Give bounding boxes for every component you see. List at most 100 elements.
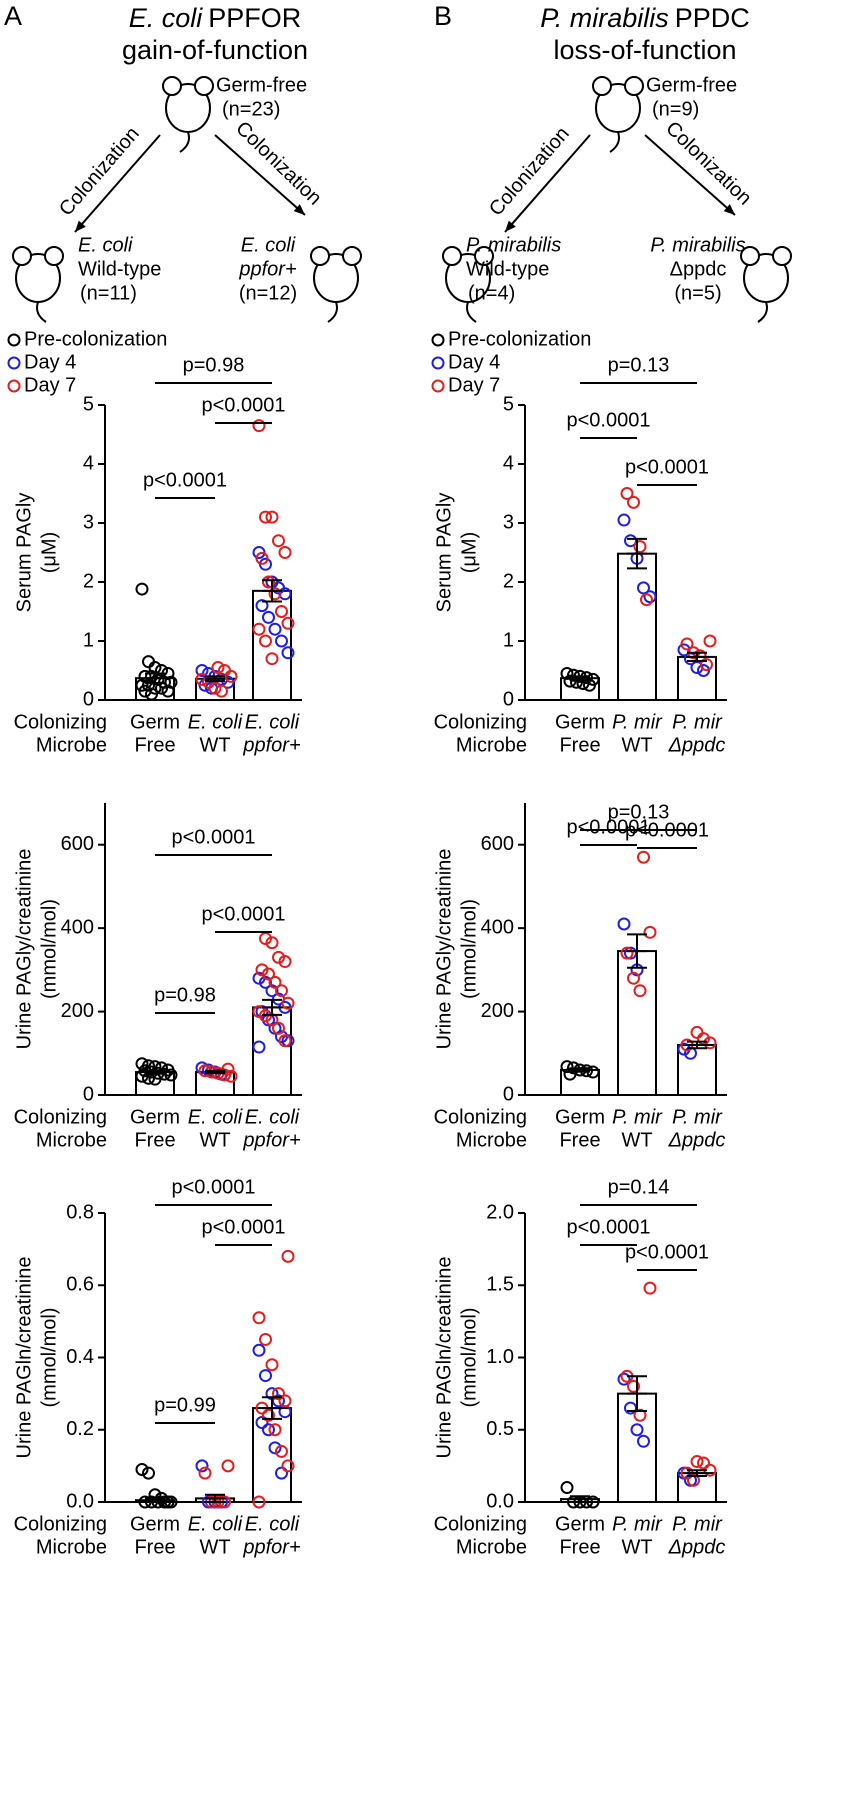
y-tick-label: 0.5 <box>486 1418 514 1440</box>
y-axis-label: (mmol/mol) <box>38 1308 60 1408</box>
arrow-head <box>505 220 516 232</box>
data-point <box>252 1005 266 1019</box>
p-value: p<0.0001 <box>567 409 651 431</box>
data-point <box>627 1379 640 1393</box>
data-point <box>268 1021 282 1035</box>
data-point <box>617 1372 631 1386</box>
data-point <box>224 1069 238 1083</box>
p-value: p<0.0001 <box>172 1176 256 1198</box>
bar <box>560 1068 600 1097</box>
legend-label: Day 4 <box>24 351 76 373</box>
data-point <box>268 1423 282 1437</box>
data-point <box>281 1459 295 1473</box>
text-part: P. mirabilis <box>540 3 669 33</box>
legend-marker <box>431 333 445 347</box>
mouse-icon <box>442 246 494 323</box>
data-point <box>278 955 292 969</box>
mouse-ear <box>44 246 64 266</box>
data-point <box>637 850 650 864</box>
p-value: p<0.0001 <box>202 903 286 925</box>
legend-marker <box>431 356 445 370</box>
legend-marker <box>431 379 445 393</box>
right-node: P. mirabilis <box>650 234 745 256</box>
data-point <box>195 1459 209 1473</box>
x-tick-label: Germ <box>555 1513 605 1535</box>
x-tick-label: WT <box>199 1129 230 1151</box>
root-label: Germ-free <box>216 74 307 96</box>
x-tick-label: P. mir <box>612 1106 663 1128</box>
x-tick-label: WT <box>199 734 230 756</box>
x-tick-label: Germ <box>130 711 180 733</box>
error-bar <box>205 1069 225 1075</box>
data-point <box>700 658 713 672</box>
x-tick-label: ppfor+ <box>242 734 300 756</box>
data-point <box>643 925 657 939</box>
y-axis-label: Serum PAGly <box>13 493 35 613</box>
data-point <box>255 1416 269 1430</box>
right-node: E. coli <box>241 234 296 256</box>
p-value: p<0.0001 <box>143 469 227 491</box>
data-point <box>617 513 631 527</box>
x-axis-label: Microbe <box>36 734 107 756</box>
data-point <box>268 622 282 636</box>
x-tick-label: Δppdc <box>668 1536 726 1558</box>
mouse-ear <box>592 76 612 96</box>
arrow-head <box>293 204 305 215</box>
text-part: E. coli <box>129 3 204 33</box>
data-point <box>275 1444 288 1458</box>
y-tick-label: 0 <box>83 688 94 710</box>
x-tick-label: P. mir <box>672 711 723 733</box>
y-tick-label: 1 <box>83 629 94 651</box>
data-point <box>259 932 272 946</box>
mouse-ear <box>12 246 32 266</box>
data-point <box>637 1434 650 1448</box>
x-tick-label: E. coli <box>245 1513 300 1535</box>
y-tick-label: 0.8 <box>66 1201 94 1223</box>
p-value: p<0.0001 <box>567 1216 651 1238</box>
panel-subtitle: loss-of-function <box>553 35 736 65</box>
y-axis-label: (mmol/mol) <box>38 899 60 999</box>
p-value: p=0.13 <box>608 354 670 376</box>
panel-subtitle: gain-of-function <box>122 35 308 65</box>
x-tick-label: Free <box>559 734 600 756</box>
data-point <box>255 551 269 565</box>
data-point <box>255 599 269 613</box>
data-point <box>164 1495 178 1509</box>
error-bar <box>687 1040 707 1050</box>
left-node: (n=4) <box>468 282 515 304</box>
data-point <box>135 582 149 596</box>
text-line: E. coli PPFOR <box>129 3 302 33</box>
bar <box>677 655 717 701</box>
data-point <box>252 1040 266 1054</box>
mouse-ear <box>162 76 182 96</box>
x-axis-label: Colonizing <box>434 711 527 733</box>
legend-label: Day 4 <box>448 351 500 373</box>
text-part: PPFOR <box>208 3 301 33</box>
data-point <box>703 1036 717 1050</box>
y-tick-label: 1 <box>503 629 514 651</box>
p-value: p<0.0001 <box>172 826 256 848</box>
arrow-shaft <box>214 134 306 216</box>
x-axis-label: Colonizing <box>434 1513 527 1535</box>
y-tick-label: 4 <box>83 452 94 474</box>
y-tick-label: 3 <box>503 511 514 533</box>
data-point <box>627 495 640 509</box>
p-value: p=0.98 <box>183 354 245 376</box>
right-node: (n=12) <box>239 282 297 304</box>
left-node: Wild-type <box>78 258 161 280</box>
data-point <box>255 963 269 977</box>
error-bar <box>205 1493 225 1503</box>
x-tick-label: E. coli <box>245 711 300 733</box>
data-point <box>195 664 209 677</box>
data-point <box>278 1034 292 1048</box>
data-point <box>164 675 178 689</box>
data-point <box>272 534 285 548</box>
data-point <box>259 1369 272 1383</box>
x-tick-label: Free <box>134 1536 175 1558</box>
x-axis-label: Colonizing <box>434 1106 527 1128</box>
mouse-tail <box>36 301 47 323</box>
data-point <box>697 1456 710 1470</box>
y-axis-label: (μM) <box>38 532 60 574</box>
data-point <box>281 616 295 630</box>
